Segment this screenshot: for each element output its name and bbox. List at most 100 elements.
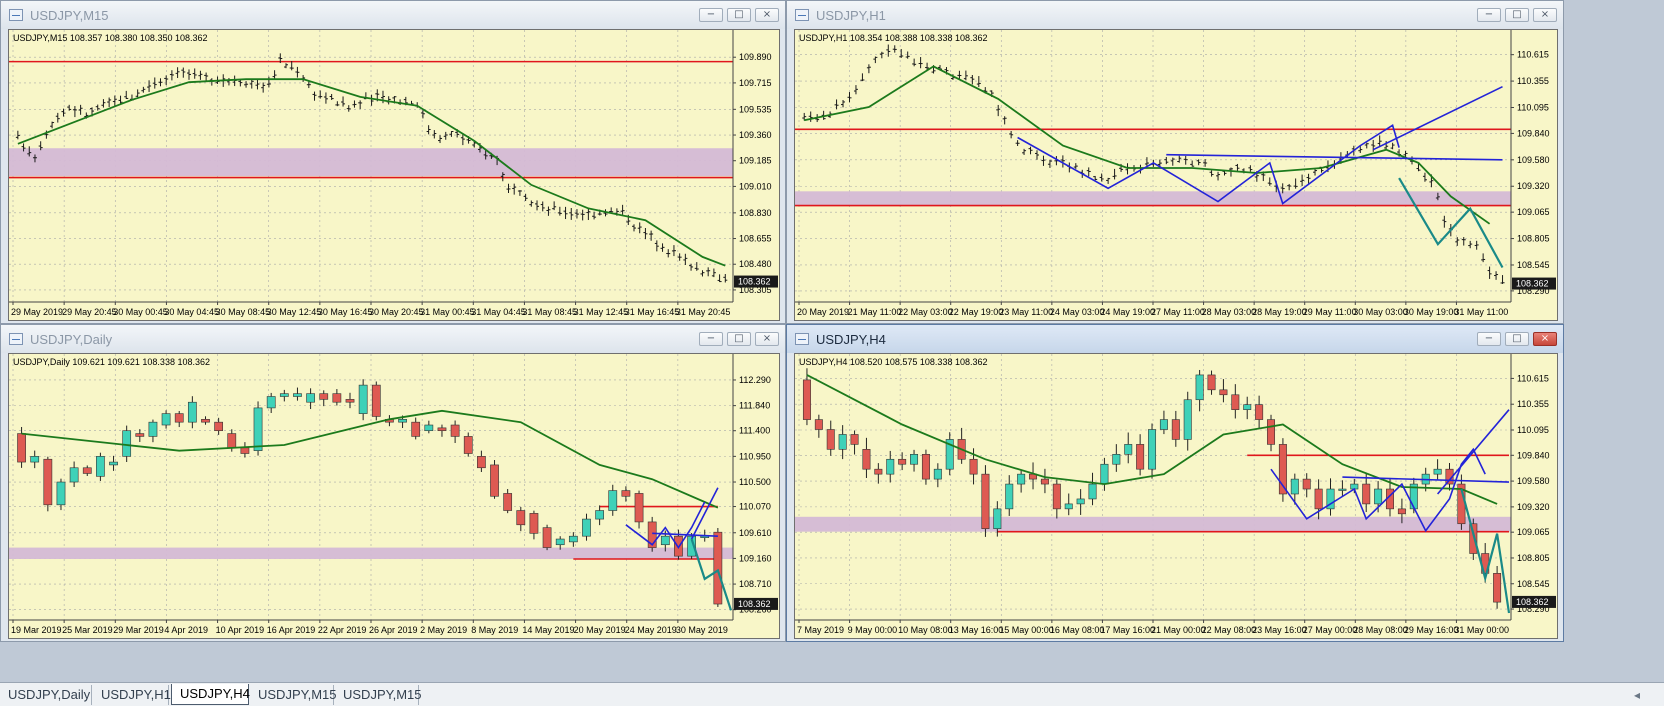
chart-window-h4[interactable]: USDJPY,H4 − □ × 110.615 110.355 110.095 109… [786,324,1564,642]
price-tick-label: 109.715 [739,78,772,88]
window-title: USDJPY,Daily [30,331,113,347]
time-tick-label: 16 Apr 2019 [267,625,316,635]
chart-window-m15[interactable]: USDJPY,M15 − □ × 109.890 109.715 109.535 10… [0,0,786,324]
scroll-tabs-left-icon[interactable]: ◂ [1634,688,1641,702]
chart-info-line: USDJPY,Daily 109.621 109.621 108.338 108… [13,357,210,367]
price-tick-label: 109.360 [739,130,772,140]
bull-candle [253,407,263,451]
chart-tab-bar: USDJPY,Daily USDJPY,H1 USDJPY,H4 USDJPY,… [0,682,1664,706]
chart-plot-area[interactable]: 109.890 109.715 109.535 109.360 109.185 109.0… [8,29,780,321]
price-tick-label: 108.655 [739,234,772,244]
price-tick-label: 110.615 [1517,373,1549,383]
maximize-button[interactable]: □ [1505,8,1529,22]
pattern-trendline [1436,409,1510,495]
current-price-marker [734,597,778,610]
bull-candle [30,456,40,463]
time-tick-label: 31 May 04:45 [471,307,526,317]
bear-candle [135,433,145,437]
maximize-button[interactable]: □ [1505,332,1529,346]
close-button[interactable]: × [755,8,779,22]
chart-window-daily[interactable]: USDJPY,Daily − □ × 112.290 111.840 111.400… [0,324,786,642]
bull-candle [1076,498,1085,505]
minimize-button[interactable]: − [699,332,723,346]
time-tick-label: 27 May 11:00 [1151,307,1205,317]
moving-average-line [804,65,1491,225]
time-tick-label: 14 May 2019 [522,625,574,635]
moving-average-line [806,374,1498,505]
close-button[interactable]: × [755,332,779,346]
time-tick-label: 28 May 08:00 [1353,625,1408,635]
price-tick-label: 112.290 [739,375,771,385]
pattern-trendline [1372,85,1503,151]
bull-candle [266,396,276,409]
bear-candle [862,449,871,470]
bull-candle [660,535,670,546]
price-tick-label: 110.950 [739,451,771,461]
price-tick-label: 110.095 [1517,103,1549,113]
bull-candle [293,393,302,397]
price-tick-label: 108.710 [739,579,772,589]
price-tick-label: 108.305 [739,285,772,295]
pattern-trendline [652,532,718,537]
bear-candle [17,433,26,463]
time-tick-label: 22 Apr 2019 [318,625,367,635]
maximize-button[interactable]: □ [727,332,751,346]
bull-candle [122,430,132,457]
pattern-trendline [1166,153,1503,161]
bull-candle [1159,419,1168,430]
price-tick-label: 110.355 [1517,76,1549,86]
tab-usdjpy-daily[interactable]: USDJPY,Daily [0,685,92,705]
price-chart[interactable]: 112.290 111.840 111.400 110.950 110.500 110.0… [9,354,780,639]
bear-candle [82,467,92,474]
tab-usdjpy-m15[interactable]: USDJPY,M15 [250,685,337,705]
time-tick-label: 30 May 00:45 [113,307,168,317]
window-title-bar[interactable]: USDJPY,M15 − □ × [1,1,785,29]
bear-candle [371,384,381,417]
time-tick-label: 2 May 2019 [420,625,467,635]
bear-candle [332,393,342,403]
bear-candle [477,456,486,469]
bull-candle [608,490,618,511]
chart-plot-area[interactable]: 112.290 111.840 111.400 110.950 110.500 110.0… [8,353,780,639]
close-button[interactable]: × [1533,8,1557,22]
time-tick-label: 21 May 00:00 [1151,625,1206,635]
price-chart[interactable]: 109.890 109.715 109.535 109.360 109.185 109.0… [9,30,780,321]
price-tick-label: 110.500 [739,477,771,487]
chart-plot-area[interactable]: 110.615 110.355 110.095 109.840 109.580 109.3… [794,29,1558,321]
bear-candle [516,510,526,526]
bull-candle [109,461,118,466]
price-chart[interactable]: 110.615 110.355 110.095 109.840 109.580 109.3… [795,354,1558,639]
minimize-button[interactable]: − [1477,332,1501,346]
window-title-bar[interactable]: USDJPY,H1 − □ × [787,1,1563,29]
time-tick-label: 20 May 2019 [797,307,849,317]
price-tick-label: 109.610 [739,528,772,538]
price-tick-label: 108.545 [1517,579,1550,589]
tab-usdjpy-m15-2[interactable]: USDJPY,M15 [335,685,422,705]
maximize-button[interactable]: □ [727,8,751,22]
chart-plot-area[interactable]: 110.615 110.355 110.095 109.840 109.580 109.3… [794,353,1558,639]
chart-window-h1[interactable]: USDJPY,H1 − □ × 110.615 110.355 110.095 109… [786,0,1564,324]
bear-candle [621,490,631,497]
minimize-button[interactable]: − [699,8,723,22]
bear-candle [647,521,657,548]
price-tick-label: 108.805 [1517,553,1550,563]
close-button[interactable]: × [1533,332,1557,346]
price-chart[interactable]: 110.615 110.355 110.095 109.840 109.580 109.3… [795,30,1558,321]
bear-candle [1255,404,1264,420]
minimize-button[interactable]: − [1477,8,1501,22]
support-zone [795,191,1511,206]
window-title: USDJPY,M15 [30,7,109,23]
window-title: USDJPY,H4 [816,331,886,347]
chart-window-icon [9,333,23,345]
price-tick-label: 111.840 [739,401,770,411]
tab-usdjpy-h4[interactable]: USDJPY,H4 [171,684,250,705]
bull-candle [886,458,895,475]
bear-candle [969,458,978,475]
pattern-trendline [690,538,733,611]
tab-usdjpy-h1[interactable]: USDJPY,H1 [93,685,171,705]
window-title-bar[interactable]: USDJPY,Daily − □ × [1,325,785,353]
window-title-bar[interactable]: USDJPY,H4 − □ × [787,325,1563,353]
time-tick-label: 30 May 20:45 [369,307,424,317]
bull-candle [96,456,105,477]
bull-candle [993,508,1002,530]
